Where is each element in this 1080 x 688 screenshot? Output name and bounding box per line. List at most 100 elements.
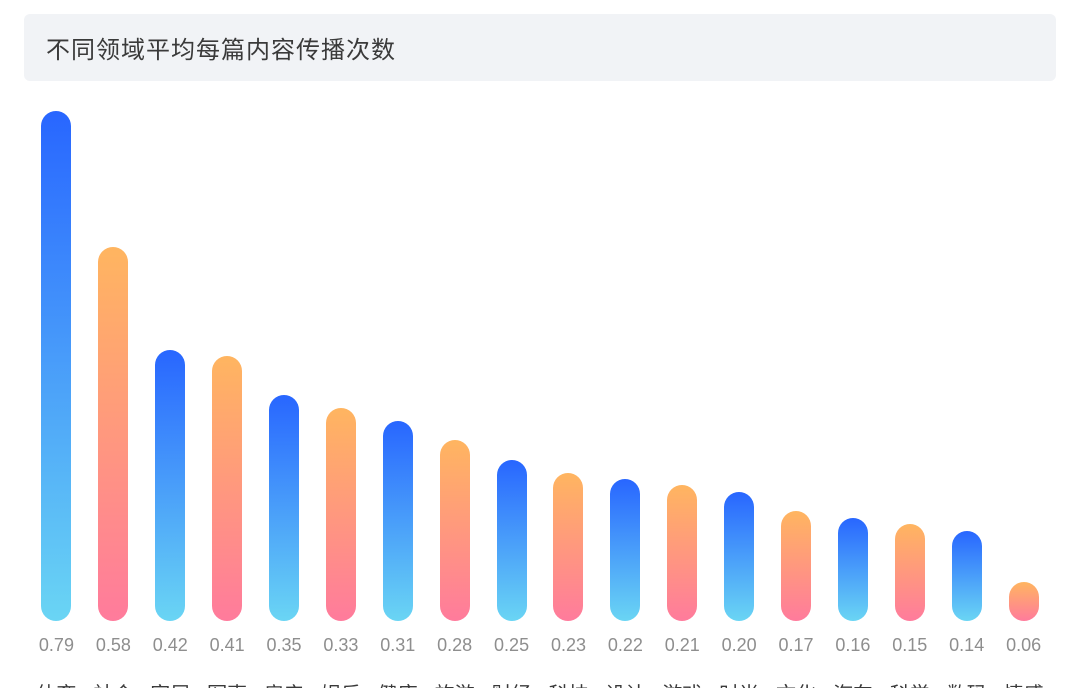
value-label-slot: 0.28	[426, 635, 483, 656]
bar	[212, 356, 242, 621]
category-label: 娱乐	[312, 678, 369, 688]
bar	[952, 531, 982, 621]
category-label: 设计	[597, 678, 654, 688]
category-labels-row: 体育社会家居军事房产娱乐健康旅游财经科技设计游戏时尚文化汽车科学数码情感	[24, 670, 1056, 688]
bar-slot	[199, 111, 256, 621]
bar-slot	[85, 111, 142, 621]
bar	[895, 524, 925, 621]
bar-slot	[142, 111, 199, 621]
bar	[724, 492, 754, 621]
bar	[98, 247, 128, 621]
value-label-slot: 0.25	[483, 635, 540, 656]
value-label-slot: 0.20	[711, 635, 768, 656]
chart-title: 不同领域平均每篇内容传播次数	[24, 14, 1056, 81]
bar-slot	[28, 111, 85, 621]
category-label-slot: 旅游	[426, 670, 483, 688]
value-label: 0.35	[256, 635, 313, 656]
value-label: 0.28	[426, 635, 483, 656]
category-label: 科学	[881, 678, 938, 688]
value-label-slot: 0.22	[597, 635, 654, 656]
value-label: 0.14	[938, 635, 995, 656]
category-label-slot: 文化	[768, 670, 825, 688]
value-labels-row: 0.790.580.420.410.350.330.310.280.250.23…	[24, 635, 1056, 656]
value-label: 0.79	[28, 635, 85, 656]
category-label: 财经	[483, 678, 540, 688]
bar	[269, 395, 299, 621]
category-label-slot: 时尚	[711, 670, 768, 688]
value-label: 0.06	[995, 635, 1052, 656]
category-label-slot: 财经	[483, 670, 540, 688]
bar-slot	[995, 111, 1052, 621]
category-label: 体育	[28, 678, 85, 688]
category-label: 游戏	[654, 678, 711, 688]
bar	[41, 111, 71, 621]
category-label-slot: 军事	[199, 670, 256, 688]
bar	[838, 518, 868, 621]
bar-slot	[369, 111, 426, 621]
category-label-slot: 情感	[995, 670, 1052, 688]
bar	[383, 421, 413, 621]
bar-slot	[768, 111, 825, 621]
chart-plot-area	[24, 111, 1056, 621]
category-label-slot: 家居	[142, 670, 199, 688]
value-label-slot: 0.33	[312, 635, 369, 656]
bar	[155, 350, 185, 621]
value-label-slot: 0.58	[85, 635, 142, 656]
category-label-slot: 科学	[881, 670, 938, 688]
value-label-slot: 0.06	[995, 635, 1052, 656]
value-label: 0.21	[654, 635, 711, 656]
category-label: 情感	[995, 678, 1052, 688]
category-label-slot: 汽车	[824, 670, 881, 688]
category-label-slot: 科技	[540, 670, 597, 688]
bar-slot	[540, 111, 597, 621]
category-label-slot: 房产	[256, 670, 313, 688]
category-label-slot: 数码	[938, 670, 995, 688]
value-label: 0.31	[369, 635, 426, 656]
category-label: 科技	[540, 678, 597, 688]
value-label: 0.22	[597, 635, 654, 656]
category-label: 数码	[938, 678, 995, 688]
category-label-slot: 娱乐	[312, 670, 369, 688]
category-label-slot: 健康	[369, 670, 426, 688]
category-label: 房产	[256, 678, 313, 688]
value-label: 0.41	[199, 635, 256, 656]
bar-slot	[426, 111, 483, 621]
category-label-slot: 体育	[28, 670, 85, 688]
bar-slot	[881, 111, 938, 621]
category-label-slot: 游戏	[654, 670, 711, 688]
category-label: 文化	[768, 678, 825, 688]
value-label: 0.15	[881, 635, 938, 656]
value-label-slot: 0.17	[768, 635, 825, 656]
category-label: 汽车	[824, 678, 881, 688]
bar-slot	[654, 111, 711, 621]
bar	[667, 485, 697, 621]
bar-slot	[312, 111, 369, 621]
value-label: 0.17	[768, 635, 825, 656]
category-label: 军事	[199, 678, 256, 688]
value-label: 0.42	[142, 635, 199, 656]
value-label: 0.20	[711, 635, 768, 656]
category-label-slot: 设计	[597, 670, 654, 688]
bar	[781, 511, 811, 621]
category-label: 时尚	[711, 678, 768, 688]
value-label: 0.33	[312, 635, 369, 656]
value-label-slot: 0.41	[199, 635, 256, 656]
bar	[440, 440, 470, 621]
chart-container: 不同领域平均每篇内容传播次数 0.790.580.420.410.350.330…	[0, 0, 1080, 688]
bar-slot	[483, 111, 540, 621]
category-label: 社会	[85, 678, 142, 688]
value-label: 0.25	[483, 635, 540, 656]
value-label-slot: 0.31	[369, 635, 426, 656]
value-label: 0.16	[824, 635, 881, 656]
value-label-slot: 0.21	[654, 635, 711, 656]
value-label-slot: 0.14	[938, 635, 995, 656]
value-label: 0.58	[85, 635, 142, 656]
value-label-slot: 0.42	[142, 635, 199, 656]
value-label-slot: 0.79	[28, 635, 85, 656]
category-label: 家居	[142, 678, 199, 688]
category-label-slot: 社会	[85, 670, 142, 688]
bar-slot	[256, 111, 313, 621]
bar-slot	[711, 111, 768, 621]
bar-slot	[938, 111, 995, 621]
bar	[610, 479, 640, 621]
